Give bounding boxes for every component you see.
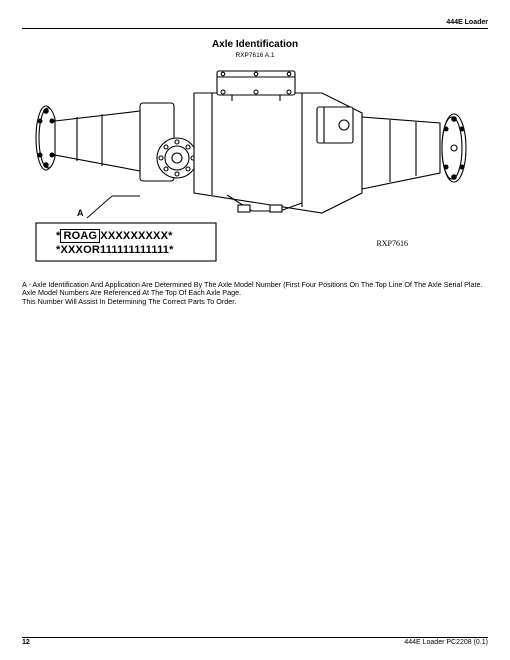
callout-a-label: A	[77, 208, 84, 218]
serial-line-1: *ROAGXXXXXXXXX*	[56, 229, 174, 243]
footer-page: 12	[22, 639, 30, 646]
page: 444E Loader Axle Identification RXP7616 …	[0, 0, 510, 660]
axle-diagram: A *ROAGXXXXXXXXX* *XXXOR111111111111* RX…	[22, 63, 488, 273]
serial-plate: *ROAGXXXXXXXXX* *XXXOR111111111111*	[56, 229, 174, 257]
serial-roag-box: ROAG	[60, 229, 100, 243]
header-model: 444E Loader	[446, 19, 488, 26]
footer-row: 12 444E Loader PC2208 (0.1)	[22, 639, 488, 646]
figure-code-right: RXP7616	[376, 239, 408, 248]
footer-rule	[22, 637, 488, 638]
note-line-3: This Number Will Assist In Determining T…	[22, 298, 488, 306]
header-rule: 444E Loader	[22, 28, 488, 29]
serial-line-2: *XXXOR111111111111*	[56, 243, 174, 257]
notes: A - Axle Identification And Application …	[22, 281, 488, 306]
footer-right: 444E Loader PC2208 (0.1)	[404, 639, 488, 646]
serial-line1-rest: XXXXXXXXX*	[100, 230, 172, 242]
page-title: Axle Identification	[22, 39, 488, 50]
footer: 12 444E Loader PC2208 (0.1)	[22, 637, 488, 646]
figure-code-top: RXP7616 A.1	[22, 52, 488, 59]
